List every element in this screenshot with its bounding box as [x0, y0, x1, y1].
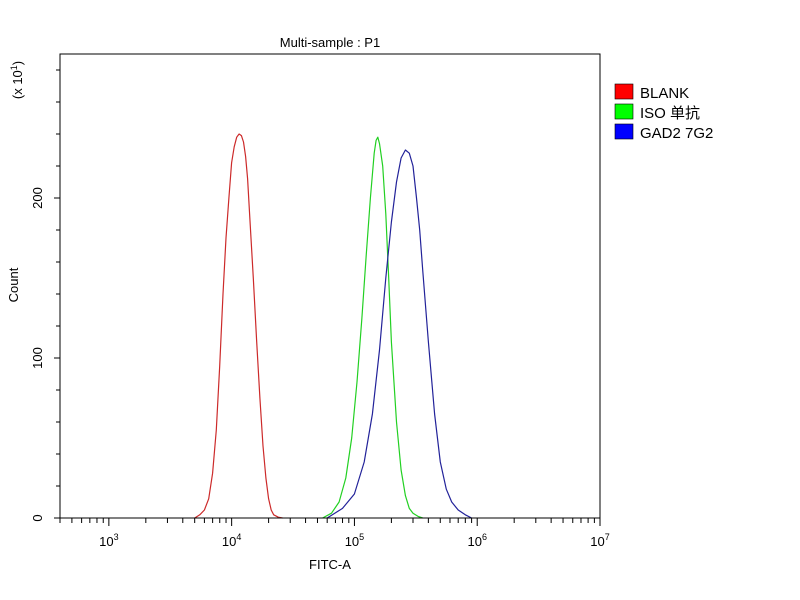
legend-swatch	[614, 103, 634, 120]
legend-swatch	[614, 83, 634, 100]
y-multiplier-prefix: (x 10	[10, 70, 25, 99]
legend-label: BLANK	[640, 85, 689, 102]
x-axis-ticks: 103 104 105 106 107	[59, 518, 610, 549]
y-tick-label: 100	[30, 347, 45, 369]
legend-label: GAD2 7G2	[640, 125, 713, 142]
chart-title: Multi-sample : P1	[280, 35, 380, 50]
x-tick-label: 103	[99, 532, 118, 549]
y-multiplier-suffix: )	[10, 61, 25, 65]
legend: BLANK ISO 单抗 GAD2 7G2	[614, 83, 713, 142]
histogram-curves	[194, 133, 472, 519]
legend-swatch	[614, 123, 634, 140]
y-tick-label: 0	[30, 514, 45, 521]
y-multiplier-label: (x 101)	[9, 61, 25, 99]
legend-label: ISO 单抗	[640, 105, 700, 122]
x-tick-label: 105	[345, 532, 364, 549]
series-curve-2	[326, 149, 472, 519]
plot-frame	[59, 53, 601, 519]
y-multiplier-exponent: 1	[9, 65, 19, 70]
x-tick-label: 106	[467, 532, 486, 549]
x-axis-label: FITC-A	[309, 557, 351, 572]
y-axis-ticks: 0 100 200	[30, 69, 60, 522]
x-tick-label: 107	[590, 532, 609, 549]
y-axis-label: Count	[6, 267, 21, 302]
svg-text:(x 101): (x 101)	[9, 61, 25, 99]
series-curve-1	[322, 136, 423, 519]
series-curve-0	[194, 133, 283, 519]
x-tick-label: 104	[222, 532, 241, 549]
y-tick-label: 200	[30, 187, 45, 209]
